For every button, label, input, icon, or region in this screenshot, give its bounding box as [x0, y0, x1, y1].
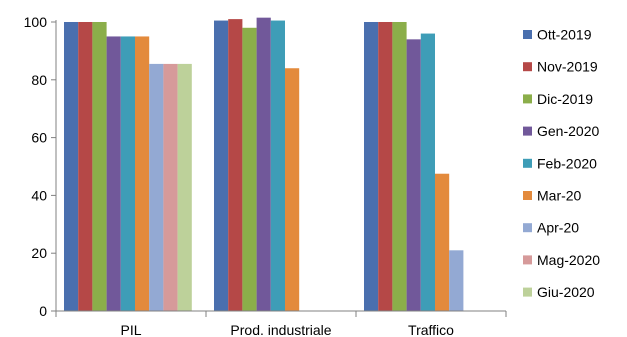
bar-feb-2020-2	[420, 33, 435, 312]
legend-label: Gen-2020	[537, 123, 599, 139]
y-tick-label: 0	[39, 303, 47, 319]
legend-swatch	[523, 30, 532, 39]
legend-swatch	[523, 126, 532, 136]
bar-mar-20-0	[135, 36, 150, 311]
y-tick-label: 20	[31, 245, 47, 261]
legend-label: Mar-20	[537, 188, 582, 204]
y-tick-label: 40	[31, 187, 47, 203]
legend: Ott-2019 Nov-2019 Dic-2019 Gen-2020 Feb-2020…	[523, 27, 600, 300]
bar-feb-2020-0	[120, 36, 135, 311]
bar-ott-2019-0	[64, 22, 79, 311]
x-axis: PIL Prod. industriale Traffico	[55, 310, 507, 337]
legend-swatch	[523, 94, 532, 104]
bar-feb-2020-1	[270, 20, 285, 312]
plot-area	[64, 17, 464, 312]
legend-label: Nov-2019	[537, 59, 598, 75]
legend-swatch	[523, 158, 532, 168]
x-tick-label: Prod. industriale	[230, 322, 331, 337]
legend-label: Feb-2020	[537, 155, 597, 171]
legend-label: Giu-2020	[537, 284, 595, 300]
legend-label: Apr-20	[537, 220, 579, 236]
legend-label: Ott-2019	[537, 27, 592, 43]
y-tick-label: 80	[31, 72, 47, 88]
bar-mag-2020-0	[163, 63, 178, 311]
legend-swatch	[523, 287, 532, 297]
y-axis: 0 20 40 60 80 100	[24, 14, 57, 319]
bar-dic-2019-1	[242, 27, 257, 312]
bar-nov-2019-0	[78, 22, 93, 311]
y-tick-label: 100	[24, 14, 48, 30]
bar-gen-2020-2	[406, 39, 421, 312]
bar-apr-20-2	[449, 250, 464, 311]
y-tick-label: 60	[31, 130, 47, 146]
bar-mar-20-1	[285, 68, 300, 312]
bar-gen-2020-1	[256, 17, 271, 311]
bar-apr-20-0	[149, 63, 164, 311]
bar-giu-2020-0	[177, 63, 192, 311]
bar-nov-2019-1	[228, 19, 243, 312]
bar-dic-2019-0	[92, 22, 107, 311]
x-tick-label: PIL	[120, 322, 141, 337]
legend-swatch	[523, 255, 532, 265]
bar-ott-2019-1	[214, 20, 229, 312]
x-tick-label: Traffico	[408, 322, 454, 337]
legend-swatch	[523, 223, 532, 233]
legend-swatch	[523, 191, 532, 200]
bar-dic-2019-2	[392, 22, 407, 311]
legend-swatch	[523, 62, 532, 72]
bar-mar-20-2	[435, 173, 450, 311]
legend-label: Dic-2019	[537, 91, 593, 107]
bar-nov-2019-2	[378, 22, 393, 311]
legend-label: Mag-2020	[537, 252, 600, 268]
bar-gen-2020-0	[106, 36, 121, 311]
bar-ott-2019-2	[364, 22, 379, 311]
